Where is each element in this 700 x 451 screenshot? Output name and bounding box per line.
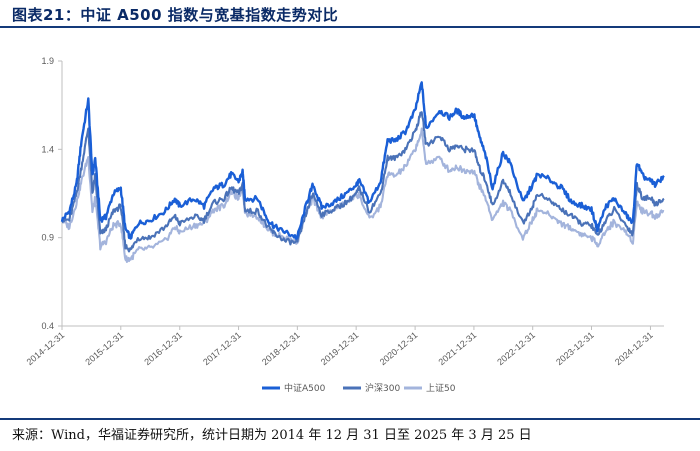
- series-line-1: [60, 81, 665, 241]
- legend-label-3: 上证50: [426, 383, 456, 394]
- legend-label-1: 中证A500: [284, 382, 326, 394]
- title-rule: [0, 26, 700, 28]
- series-line-2: [61, 111, 665, 253]
- legend: 中证A500 沪深300 上证50: [262, 382, 456, 394]
- source-note: 来源：Wind，华福证券研究所，统计日期为 2014 年 12 月 31 日至 …: [12, 428, 532, 443]
- x-tick-label: 2018-12-31: [260, 330, 302, 367]
- x-tick-label: 2017-12-31: [201, 330, 243, 367]
- y-tick-label: 1.9: [41, 56, 54, 66]
- source-rule: [0, 418, 700, 420]
- x-tick-label: 2019-12-31: [319, 330, 361, 367]
- x-tick-label: 2021-12-31: [436, 330, 478, 367]
- line-chart: 0.4 0.9 1.4 1.9 2014-12-31 2015-12-31 2016-12-…: [25, 56, 665, 394]
- x-tick-label: 2016-12-31: [142, 330, 184, 367]
- chart-title: 图表21：中证 A500 指数与宽基指数走势对比: [12, 6, 339, 24]
- series-line-3: [61, 127, 665, 263]
- series-layer: [60, 81, 665, 263]
- x-tick-label: 2023-12-31: [554, 330, 596, 367]
- x-tick-label: 2020-12-31: [378, 330, 420, 367]
- y-tick-label: 1.4: [41, 144, 54, 154]
- x-tick-label: 2015-12-31: [83, 330, 125, 367]
- y-tick-label: 0.4: [41, 321, 54, 331]
- x-tick-label: 2022-12-31: [495, 330, 537, 367]
- x-tick-label: 2024-12-31: [613, 330, 655, 367]
- y-tick-label: 0.9: [41, 233, 54, 243]
- legend-label-2: 沪深300: [365, 382, 400, 394]
- x-tick-label: 2014-12-31: [25, 330, 67, 367]
